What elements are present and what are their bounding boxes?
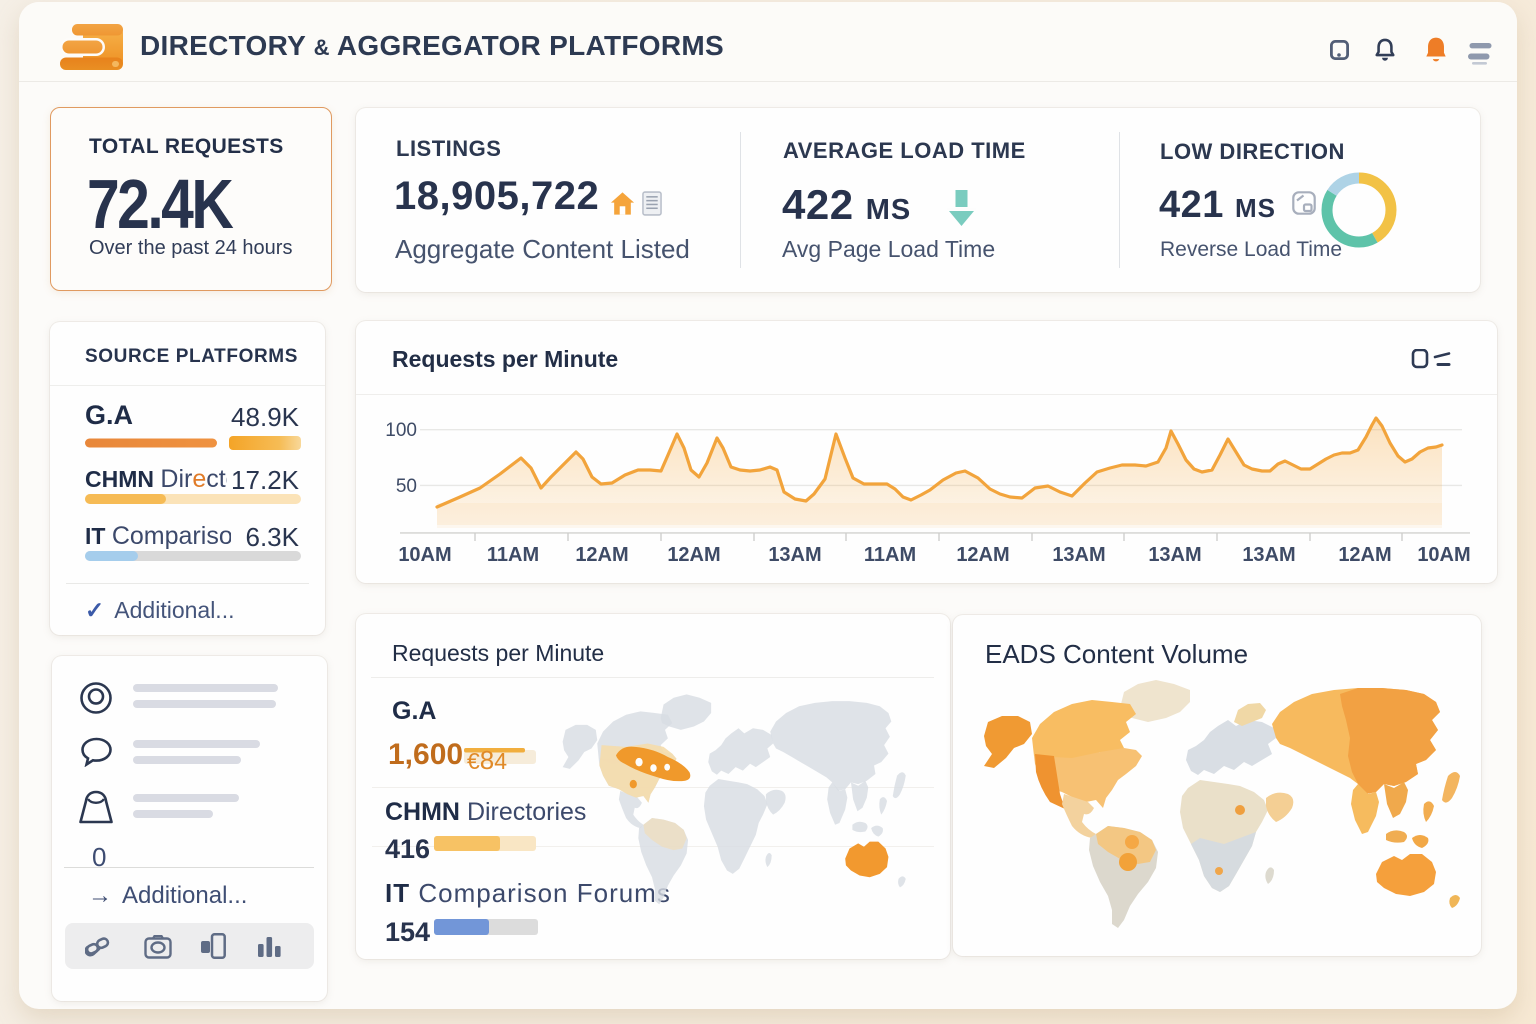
svg-text:11AM: 11AM bbox=[487, 544, 539, 566]
svg-text:13AM: 13AM bbox=[1148, 544, 1201, 566]
svg-text:12AM: 12AM bbox=[1338, 544, 1391, 566]
svg-text:100: 100 bbox=[385, 420, 417, 441]
svg-text:13AM: 13AM bbox=[1052, 544, 1105, 566]
svg-text:12AM: 12AM bbox=[956, 544, 1009, 566]
svg-text:13AM: 13AM bbox=[768, 544, 821, 566]
svg-text:12AM: 12AM bbox=[575, 544, 628, 566]
svg-text:50: 50 bbox=[396, 476, 417, 497]
svg-text:10AM: 10AM bbox=[398, 544, 451, 566]
svg-text:10AM: 10AM bbox=[1417, 544, 1470, 566]
svg-text:13AM: 13AM bbox=[1242, 544, 1295, 566]
svg-text:12AM: 12AM bbox=[667, 544, 720, 566]
svg-text:11AM: 11AM bbox=[864, 544, 916, 566]
